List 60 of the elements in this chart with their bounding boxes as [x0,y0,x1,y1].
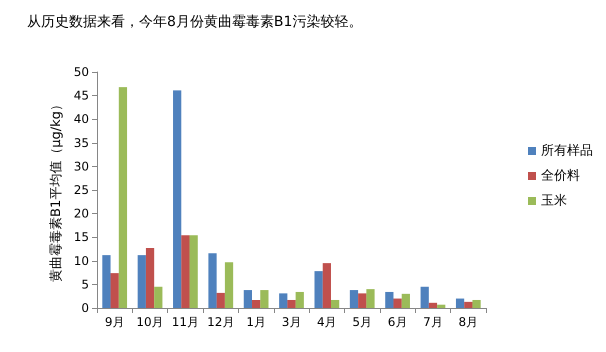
y-tick-label: 40 [74,112,89,126]
bar [146,248,154,308]
x-tick-label: 10月 [136,315,164,329]
bar [173,90,182,308]
bar [260,290,269,308]
bar [322,263,331,308]
bar [224,262,234,308]
bar [138,255,146,308]
bar [456,298,464,308]
y-tick-label: 15 [74,230,89,244]
legend-label: 所有样品 [541,144,593,158]
x-tick-label: 6月 [388,315,408,329]
bar [190,235,198,308]
y-tick-label: 20 [74,206,89,221]
bar [420,286,429,308]
legend-label: 玉米 [541,194,567,208]
bar [110,273,119,308]
bar [366,289,375,308]
bar [314,271,323,308]
bar [296,292,304,308]
y-tick-label: 30 [74,159,89,174]
y-tick-label: 0 [81,301,89,315]
bar [102,255,111,308]
y-tick-label: 5 [81,277,89,292]
bar [287,300,296,308]
bar [118,87,128,308]
x-tick-label: 8月 [458,315,478,329]
y-axis-title: 黄曲霉毒素B1平均值（μg/kg） [48,98,64,282]
y-tick-label: 45 [74,88,89,103]
x-tick-label: 5月 [352,315,372,329]
x-tick-label: 11月 [172,315,200,329]
bar [216,292,225,308]
x-tick-label: 1月 [246,315,266,329]
bar [181,235,190,308]
bar [472,300,481,308]
y-tick-label: 35 [74,136,89,150]
bar [385,292,394,308]
bar [428,302,438,308]
bar [402,294,410,308]
bar [208,253,217,308]
bar [358,293,366,308]
y-tick-label: 25 [74,183,89,197]
x-tick-label: 3月 [282,315,302,329]
bar [154,286,162,308]
bar [393,298,402,308]
chart-title: 从历史数据来看，今年8月份黄曲霉毒素B1污染较轻。 [27,14,362,30]
y-tick-label: 50 [74,65,89,79]
y-tick-label: 10 [74,254,89,268]
bar [330,300,340,308]
bar [464,302,472,308]
legend-label: 全价料 [541,168,580,184]
bar [252,300,260,308]
bar [350,290,358,308]
x-tick-label: 4月 [317,315,337,329]
bar [244,290,252,308]
x-tick-label: 12月 [207,315,234,329]
x-tick-label: 7月 [423,315,443,329]
bar [437,304,446,308]
bar [279,293,288,308]
x-tick-label: 9月 [104,315,124,329]
